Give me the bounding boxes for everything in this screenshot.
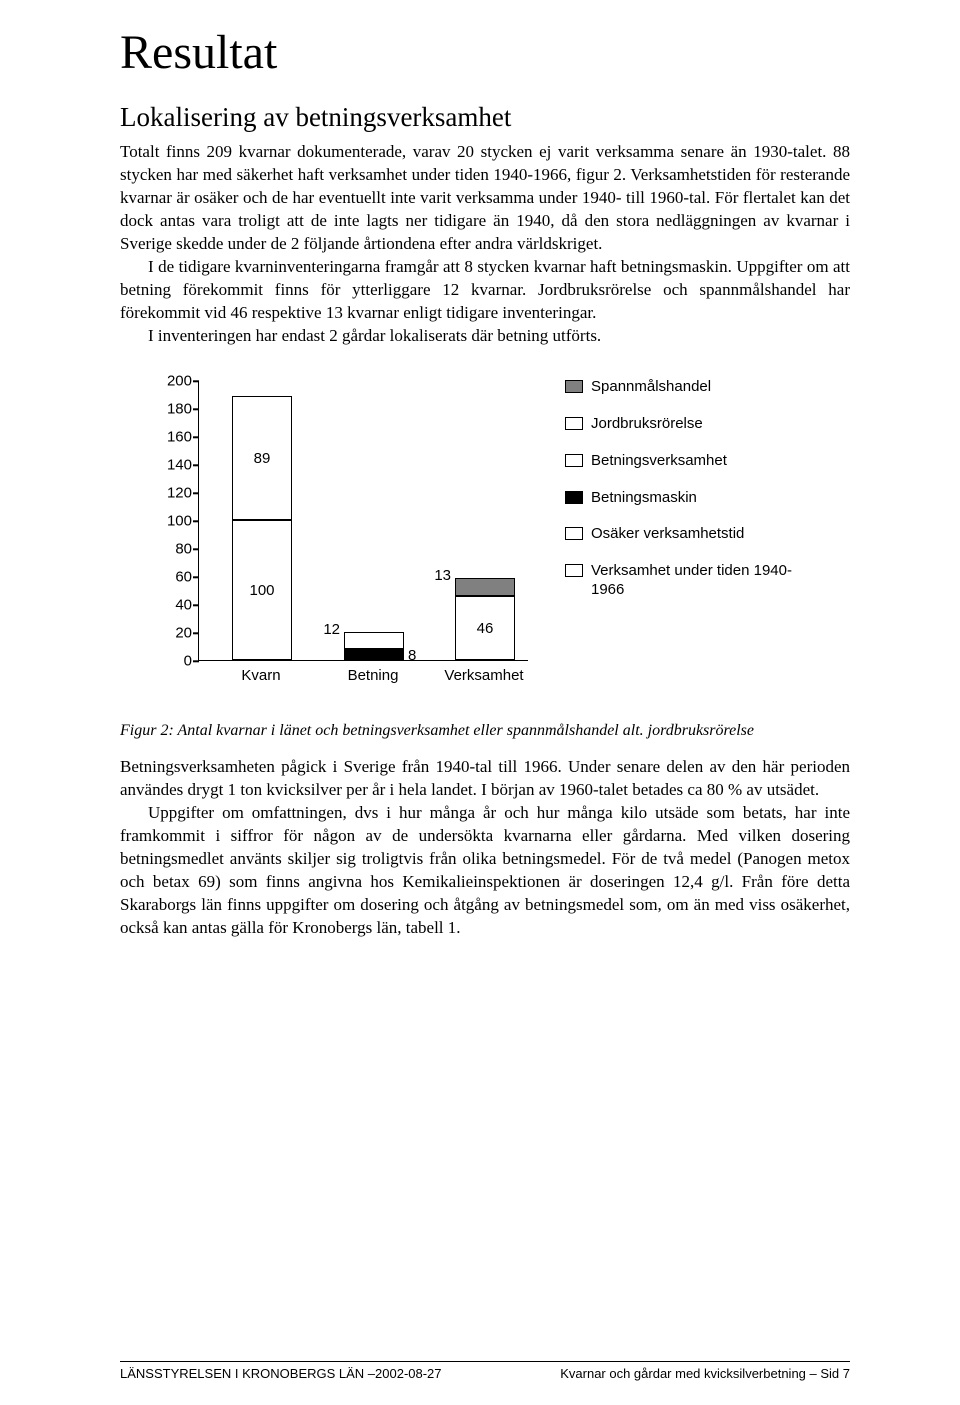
chart-legend: Spannmålshandel Jordbruksrörelse Betningsv… (565, 378, 825, 617)
legend-swatch (565, 454, 583, 467)
y-tick-mark (193, 549, 199, 550)
bar-value-label: 8 (408, 647, 416, 664)
legend-swatch (565, 491, 583, 504)
page-title: Resultat (120, 25, 850, 80)
y-tick-mark (193, 437, 199, 438)
legend-item: Betningsverksamhet (565, 452, 825, 471)
legend-item: Verksamhet under tiden 1940-1966 (565, 562, 825, 600)
y-tick-label: 160 (150, 429, 198, 446)
y-tick-label: 20 (150, 625, 198, 642)
x-category-label: Verksamhet (444, 667, 523, 684)
plot-area: 100 89 8 12 46 13 (198, 381, 528, 661)
chart-figure: 100 89 8 12 46 13 Spannmålshandel Jordbruksrör… (150, 373, 830, 703)
bar-segment (455, 578, 515, 596)
body-text-block-2: Betningsverksamheten pågick i Sverige fr… (120, 756, 850, 940)
y-tick-mark (193, 521, 199, 522)
y-tick-mark (193, 493, 199, 494)
paragraph: Uppgifter om omfattningen, dvs i hur mån… (120, 802, 850, 940)
bar-value-label: 100 (232, 582, 292, 599)
y-tick-mark (193, 409, 199, 410)
legend-label: Verksamhet under tiden 1940-1966 (591, 562, 825, 600)
legend-swatch (565, 417, 583, 430)
body-text-block-1: Totalt finns 209 kvarnar dokumenterade, … (120, 141, 850, 347)
legend-label: Jordbruksrörelse (591, 415, 703, 434)
paragraph: Betningsverksamheten pågick i Sverige fr… (120, 756, 850, 802)
legend-swatch (565, 527, 583, 540)
legend-item: Betningsmaskin (565, 489, 825, 508)
figure-caption: Figur 2: Antal kvarnar i länet och betni… (120, 721, 850, 742)
y-tick-mark (193, 577, 199, 578)
y-tick-label: 120 (150, 485, 198, 502)
bar-value-label: 89 (232, 450, 292, 467)
y-tick-label: 0 (150, 653, 198, 670)
section-heading: Lokalisering av betningsverksamhet (120, 102, 850, 133)
y-tick-label: 80 (150, 541, 198, 558)
legend-label: Betningsverksamhet (591, 452, 727, 471)
legend-label: Betningsmaskin (591, 489, 697, 508)
y-tick-label: 180 (150, 401, 198, 418)
y-tick-label: 140 (150, 457, 198, 474)
x-category-label: Kvarn (241, 667, 280, 684)
legend-swatch (565, 564, 583, 577)
legend-swatch (565, 380, 583, 393)
legend-label: Osäker verksamhetstid (591, 525, 744, 544)
legend-item: Jordbruksrörelse (565, 415, 825, 434)
paragraph: I de tidigare kvarninventeringarna framg… (120, 256, 850, 325)
bar-segment (344, 632, 404, 649)
y-tick-mark (193, 381, 199, 382)
footer-left: LÄNSSTYRELSEN I KRONOBERGS LÄN –2002-08-… (120, 1366, 442, 1381)
y-tick-mark (193, 661, 199, 662)
y-tick-mark (193, 605, 199, 606)
bar-value-label: 46 (455, 620, 515, 637)
bar-value-label: 13 (421, 567, 451, 584)
paragraph: I inventeringen har endast 2 gårdar loka… (120, 325, 850, 348)
y-tick-mark (193, 633, 199, 634)
stacked-bar-chart: 100 89 8 12 46 13 Spannmålshandel Jordbruksrör… (150, 373, 830, 703)
page-footer: LÄNSSTYRELSEN I KRONOBERGS LÄN –2002-08-… (120, 1361, 850, 1381)
legend-item: Spannmålshandel (565, 378, 825, 397)
paragraph: Totalt finns 209 kvarnar dokumenterade, … (120, 141, 850, 256)
x-category-label: Betning (348, 667, 399, 684)
y-tick-label: 40 (150, 597, 198, 614)
bar-value-label: 12 (310, 621, 340, 638)
y-tick-label: 60 (150, 569, 198, 586)
y-tick-label: 100 (150, 513, 198, 530)
legend-item: Osäker verksamhetstid (565, 525, 825, 544)
y-tick-label: 200 (150, 373, 198, 390)
bar-segment (344, 649, 404, 660)
footer-right: Kvarnar och gårdar med kvicksilverbetnin… (560, 1366, 850, 1381)
y-tick-mark (193, 465, 199, 466)
legend-label: Spannmålshandel (591, 378, 711, 397)
